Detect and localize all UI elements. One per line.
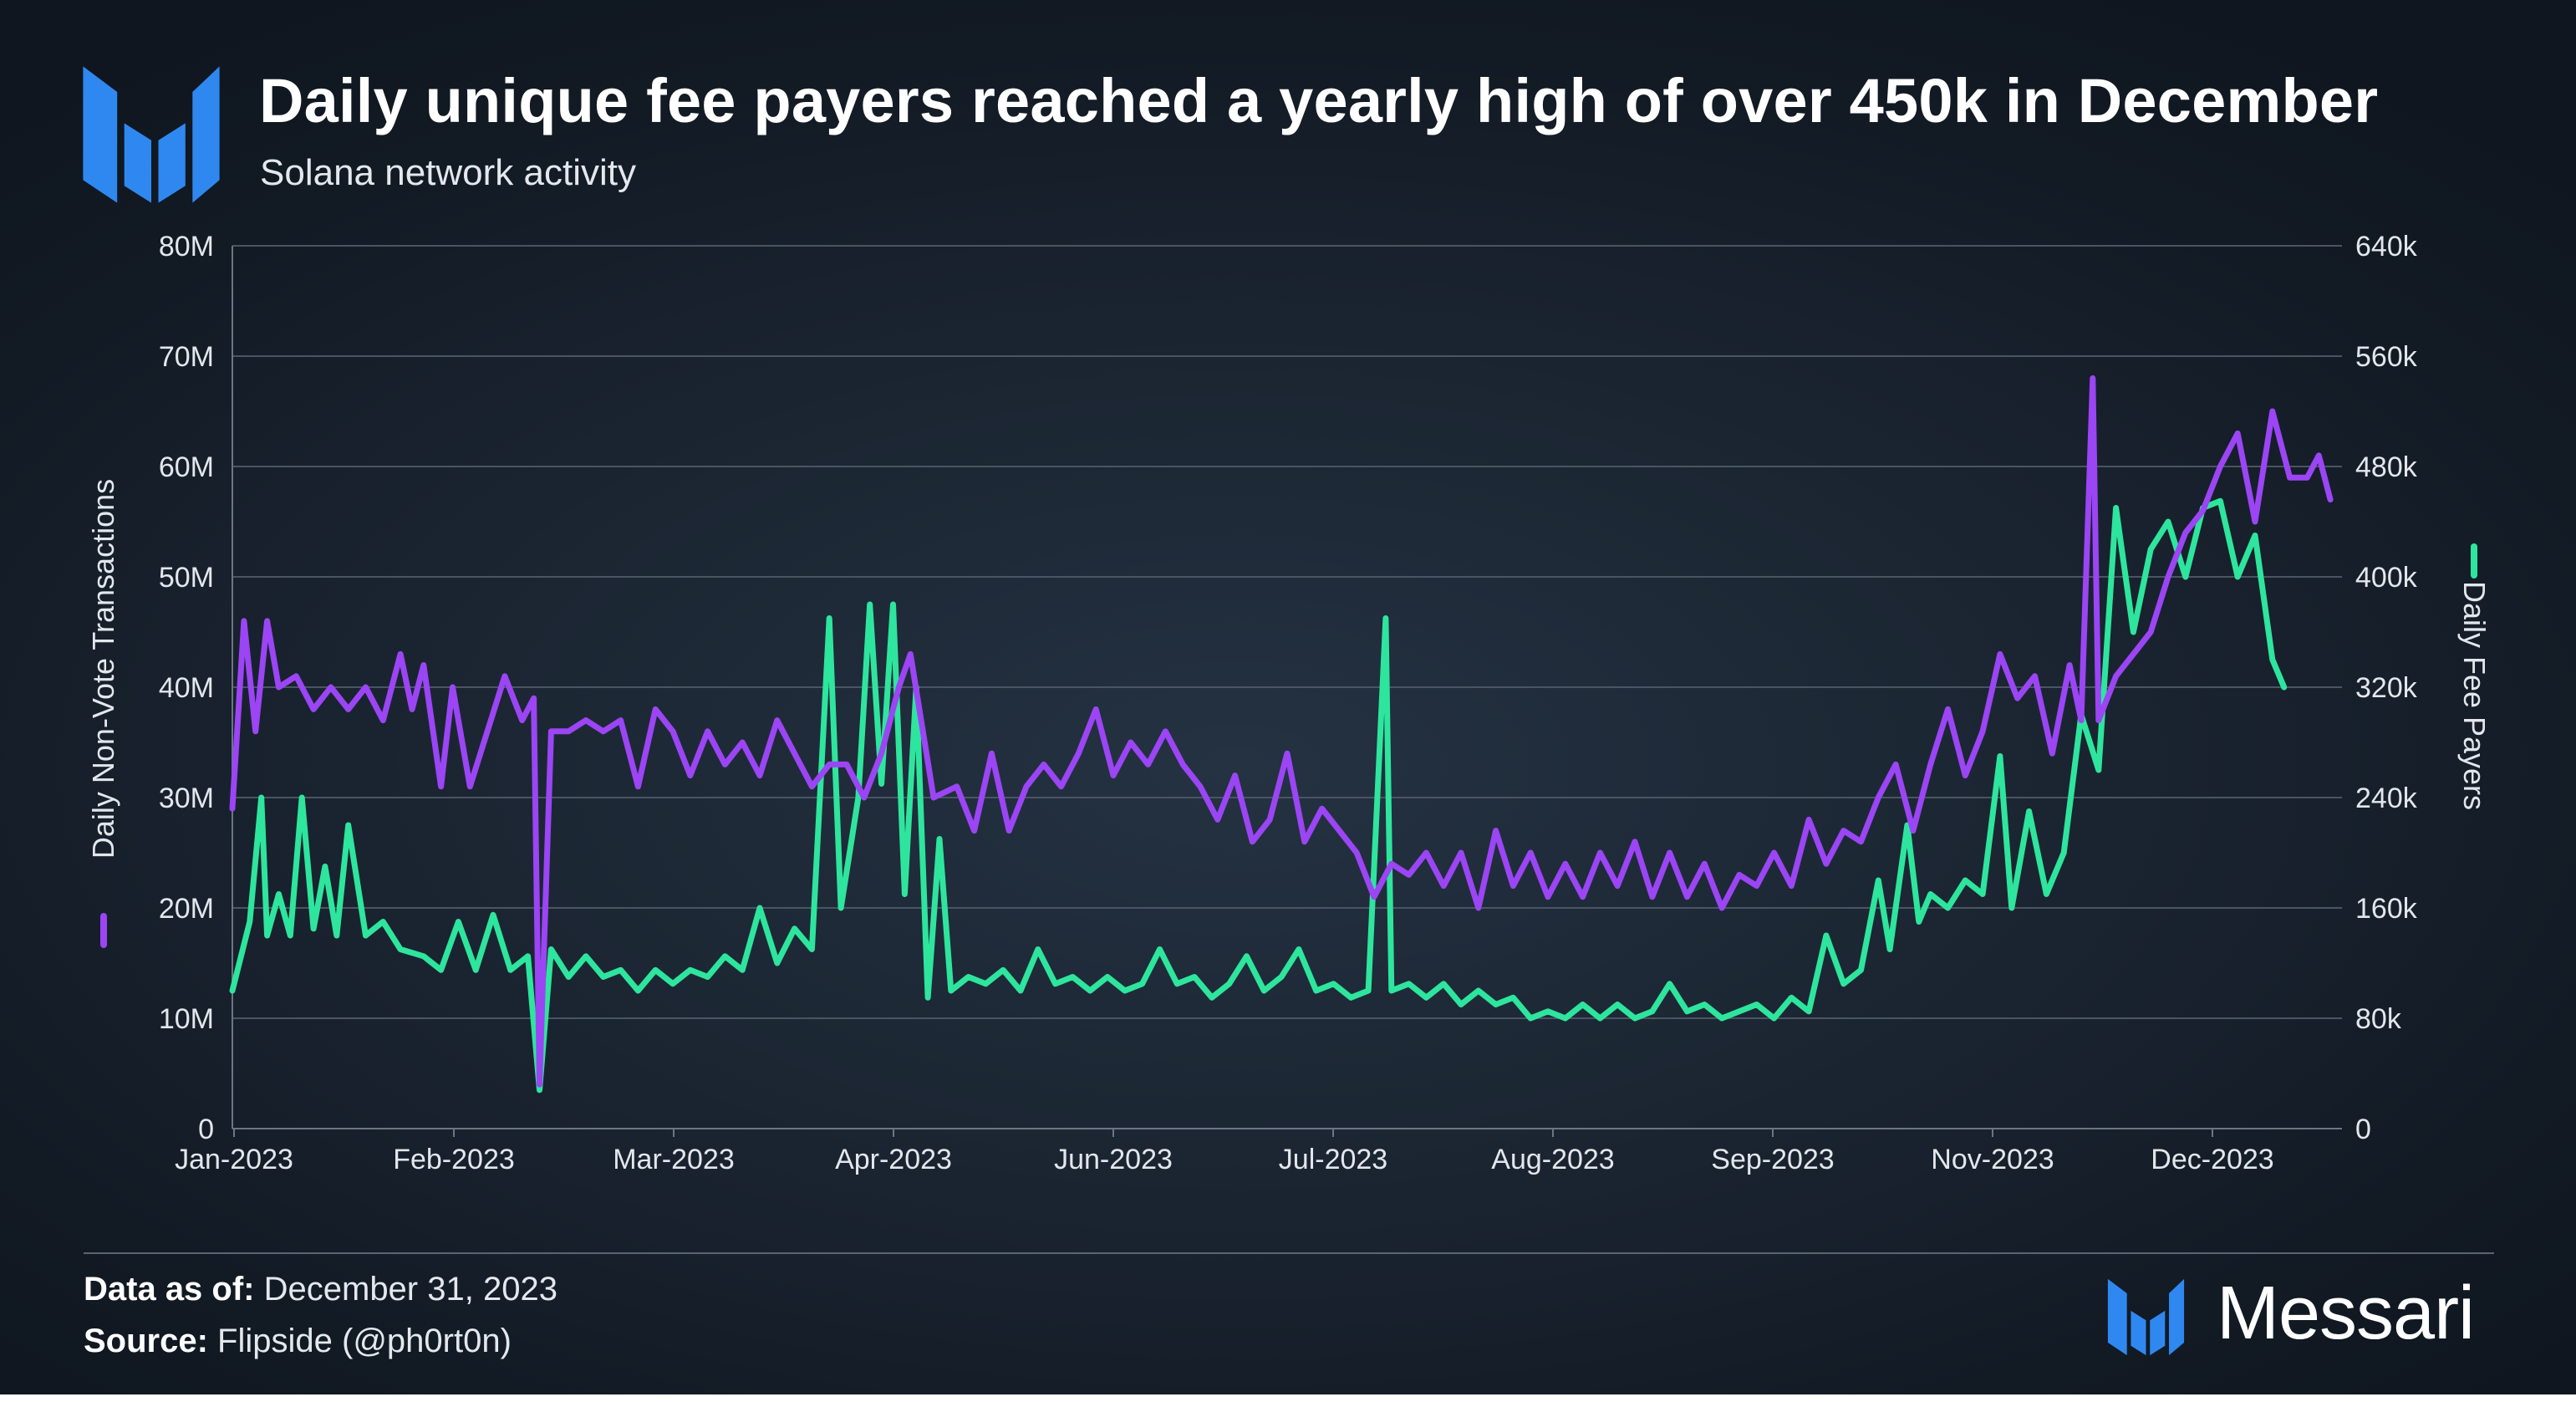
x-tick-label: Jan-2023	[175, 1144, 293, 1175]
line-chart: 0 10M 20M 30M 40M 50M 60M 70M 80M 0 80k 160k 240k 320…	[86, 231, 2492, 1175]
x-tick-label: Mar-2023	[613, 1144, 735, 1175]
chart-subtitle: Solana network activity	[260, 152, 636, 193]
brand-logo-icon	[2107, 1278, 2185, 1356]
y-right-tick-label: 400k	[2355, 562, 2418, 594]
y-right-tick-label: 560k	[2355, 341, 2418, 373]
y-right-tick-label: 320k	[2355, 672, 2418, 704]
y-right-axis-title: Daily Fee Payers	[2457, 581, 2492, 810]
x-tick-label: Sep-2023	[1711, 1144, 1834, 1175]
series-line-transactions	[229, 375, 2334, 1088]
y-right-tick-label: 160k	[2355, 893, 2418, 925]
x-tick-label: Dec-2023	[2151, 1144, 2273, 1175]
source-line: Source: Flipside (@ph0rt0n)	[84, 1323, 512, 1360]
y-left-tick-label: 40M	[159, 672, 214, 704]
chart-title: Daily unique fee payers reached a yearly…	[259, 66, 2379, 135]
brand-name: Messari	[2217, 1272, 2475, 1355]
footer-divider	[84, 1252, 2494, 1254]
y-right-tick-label: 640k	[2355, 231, 2418, 263]
source-value: Flipside (@ph0rt0n)	[207, 1323, 512, 1359]
y-right-tick-label: 0	[2355, 1114, 2371, 1145]
y-left-tick-label: 70M	[159, 341, 214, 373]
y-left-tick-label: 80M	[159, 231, 214, 263]
y-left-tick-label: 50M	[159, 562, 214, 594]
x-tick-label: Nov-2023	[1931, 1144, 2054, 1175]
y-right-tick-label: 240k	[2355, 783, 2418, 814]
messari-logo-icon	[83, 66, 220, 203]
y-left-tick-label: 0	[198, 1114, 214, 1145]
x-tick-label: Apr-2023	[835, 1144, 952, 1175]
x-tick-label: Feb-2023	[393, 1144, 515, 1175]
y-left-tick-label: 30M	[159, 783, 214, 814]
y-left-tick-label: 20M	[159, 893, 214, 925]
data-as-of-label: Data as of:	[84, 1271, 255, 1308]
data-as-of: Data as of: December 31, 2023	[84, 1271, 557, 1308]
source-label: Source:	[84, 1323, 208, 1359]
y-right-tick-label: 80k	[2355, 1003, 2402, 1035]
y-left-axis-title: Daily Non-Vote Transactions	[86, 479, 120, 859]
y-left-tick-label: 60M	[159, 451, 214, 483]
y-right-tick-label: 480k	[2355, 451, 2418, 483]
x-tick-label: Jul-2023	[1279, 1144, 1387, 1175]
data-as-of-value: December 31, 2023	[254, 1271, 557, 1308]
x-tick-label: Aug-2023	[1491, 1144, 1614, 1175]
x-tick-label: Jun-2023	[1054, 1144, 1173, 1175]
y-left-tick-label: 10M	[159, 1003, 214, 1035]
